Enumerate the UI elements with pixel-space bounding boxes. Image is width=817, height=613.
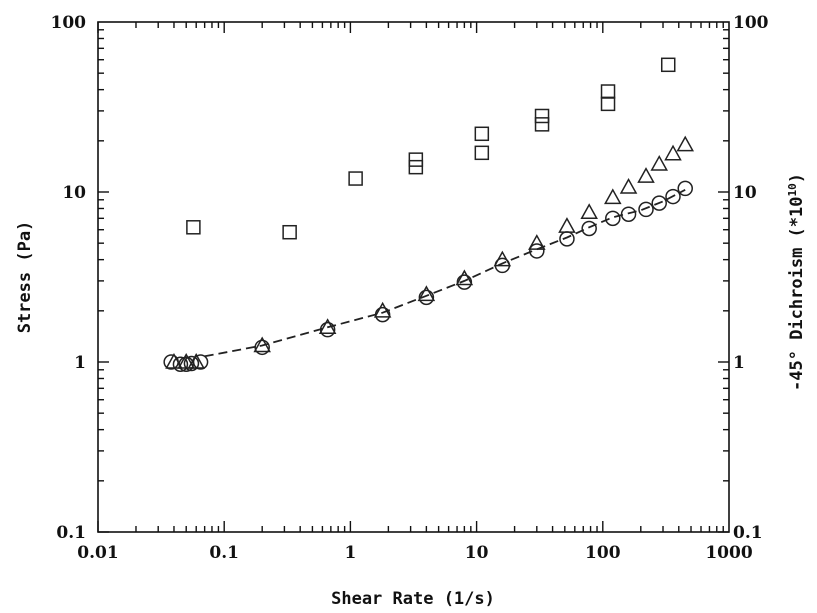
square-marker	[282, 224, 297, 240]
circle-marker	[677, 180, 693, 197]
triangle-marker	[580, 203, 598, 220]
data-markers	[163, 57, 695, 372]
triangle-marker	[455, 269, 474, 286]
y2-axis-title-close: )	[787, 173, 807, 183]
square-marker	[186, 220, 201, 235]
circle-marker	[605, 210, 621, 227]
circle-marker	[172, 356, 189, 372]
circle-marker	[581, 220, 597, 237]
circle-marker	[559, 231, 575, 247]
y2-axis-title: -45° Dichroism (*1010)	[786, 173, 807, 391]
x-tick-label: 100	[585, 543, 621, 563]
y2-tick-label: 0.1	[733, 523, 763, 543]
x-tick-label: 1	[344, 543, 356, 563]
x-tick-label: 1000	[705, 543, 752, 563]
circle-marker	[620, 206, 637, 222]
x-tick-label: 0.1	[209, 543, 239, 563]
square-marker	[408, 159, 424, 175]
x-tick-label: 10	[465, 543, 489, 563]
triangle-marker	[528, 234, 546, 250]
square-marker	[600, 96, 616, 112]
square-marker	[474, 126, 490, 142]
axis-ticks	[97, 22, 729, 533]
circle-marker	[374, 306, 391, 323]
circle-marker	[418, 289, 435, 306]
dashed-fit-line	[204, 189, 686, 358]
y-axis-title: Stress (Pa)	[15, 221, 35, 334]
y-tick-label: 10	[62, 183, 86, 203]
circle-marker	[494, 257, 511, 274]
y2-axis-title-main: -45° Dichroism (*10	[787, 197, 807, 391]
triangle-marker	[604, 188, 622, 205]
square-marker	[408, 152, 424, 167]
y-tick-label: 1	[74, 353, 86, 373]
square-marker	[348, 171, 363, 186]
triangle-marker	[373, 301, 392, 318]
circle-marker	[651, 195, 667, 211]
triangle-marker	[253, 336, 271, 353]
square-marker	[534, 108, 550, 124]
y2-axis-title-exponent: 10	[786, 183, 799, 196]
square-marker	[534, 117, 550, 132]
square-marker	[600, 84, 616, 99]
triangle-marker	[664, 144, 682, 161]
circle-marker	[529, 243, 545, 259]
x-tick-label: 0.01	[77, 543, 118, 563]
circle-marker	[163, 354, 179, 370]
circle-marker	[456, 274, 473, 290]
triangle-marker	[650, 155, 669, 171]
triangle-marker	[558, 217, 576, 233]
y2-tick-label: 100	[733, 13, 769, 33]
circle-marker	[192, 354, 209, 370]
y2-tick-label: 1	[733, 353, 745, 373]
y2-tick-label: 10	[733, 183, 757, 203]
circle-marker	[183, 355, 200, 372]
triangle-marker	[619, 177, 638, 194]
square-marker	[660, 57, 676, 73]
triangle-marker	[318, 318, 337, 335]
x-axis-title: Shear Rate (1/s)	[331, 589, 495, 609]
circle-marker	[319, 321, 336, 338]
triangle-marker	[417, 285, 436, 302]
y-tick-label: 100	[51, 13, 87, 33]
triangle-marker	[676, 135, 695, 152]
circle-marker	[665, 188, 681, 205]
y-tick-label: 0.1	[56, 523, 86, 543]
circle-marker	[638, 201, 654, 218]
circle-marker	[254, 339, 270, 356]
triangle-marker	[637, 167, 655, 183]
square-marker	[474, 145, 490, 161]
plot-frame	[97, 21, 730, 533]
